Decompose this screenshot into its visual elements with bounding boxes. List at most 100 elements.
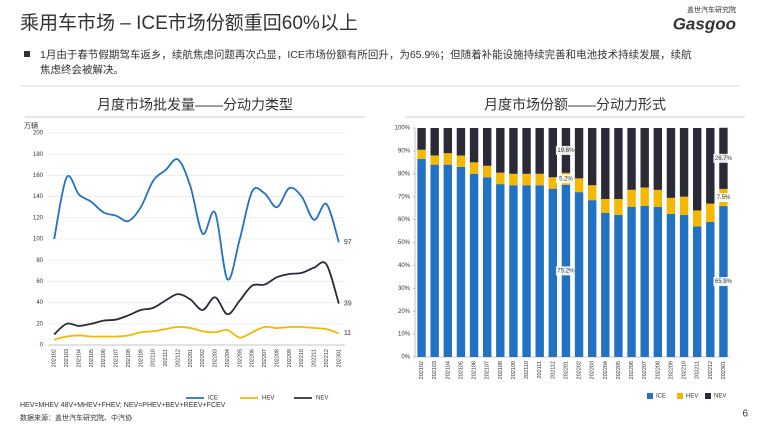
y-tick-label: 80% [398,171,411,177]
x-tick-label: 202109 [138,349,144,367]
bar-segment [601,212,610,357]
x-tick-label: 202301 [721,361,727,379]
bar-segment [535,173,544,186]
bar-segment [640,187,649,206]
label-box [713,193,734,203]
legend-label: NEV [714,394,726,400]
bar-segment [417,158,426,357]
data-label: 7.5% [717,195,731,201]
chart-title: 月度市场份额——分动力形式 [484,97,666,113]
bar-segment [653,189,663,208]
bar-segment [627,207,636,357]
bar-segment [496,184,505,357]
bar-segment [653,207,663,357]
bar-segment [417,128,426,150]
x-tick-label: 202111 [537,361,543,379]
x-tick-label: 202208 [655,361,661,379]
data-label: 5.2% [559,176,573,182]
y-tick-label: 100% [395,126,411,132]
x-tick-label: 202207 [642,361,648,379]
x-tick-label: 202111 [163,349,169,367]
bar-segment [614,128,623,199]
y-tick-label: 20% [398,309,411,315]
bar-segment [692,226,702,357]
bar-segment [640,128,649,188]
bar-segment [627,189,636,208]
legend-label: NEV [316,396,328,402]
y-tick-label: 90% [398,148,411,154]
legend-label: ICE [208,396,218,402]
bar-segment [482,177,492,357]
y-tick-label: 60 [36,279,43,285]
y-tick-label: 180 [33,152,44,158]
x-tick-label: 202103 [432,361,438,379]
x-tick-label: 202107 [485,361,491,379]
x-tick-label: 202108 [126,349,132,367]
bar-segment [666,213,676,357]
bar-segment [496,128,505,173]
x-tick-label: 202203 [213,349,219,367]
x-tick-label: 202106 [472,361,478,379]
bar-segment [666,128,676,198]
x-tick-label: 202204 [225,349,231,367]
x-tick-label: 202105 [89,349,95,367]
x-tick-label: 202107 [114,349,120,367]
source: 数据来源：盖世汽车研究院、中汽协 [20,413,132,422]
bar-segment [692,210,702,227]
legend-label: ICE [656,394,666,400]
x-tick-label: 202104 [76,349,82,367]
x-tick-label: 202103 [64,349,70,367]
x-tick-label: 202102 [52,349,58,367]
data-label: 75.2% [557,268,575,274]
x-tick-label: 202212 [708,361,714,379]
line-series [53,261,340,336]
bullet-text: 焦虑终会被解决。 [40,63,124,76]
x-tick-label: 202210 [299,349,305,367]
y-axis-label: 万辆 [24,121,38,130]
bullet-icon [24,51,30,57]
label-box [555,145,576,155]
logo-en: Gasgoo [673,14,736,33]
y-tick-label: 10% [398,332,411,338]
y-tick-label: 140 [33,194,44,200]
legend-label: HEV [686,394,698,400]
legend-swatch [647,393,653,399]
bar-segment [443,153,453,165]
bar-segment [430,155,439,165]
bar-segment [653,128,663,190]
bar-segment [548,177,558,189]
x-tick-label: 202206 [629,361,635,379]
bar-segment [535,185,544,357]
legend-label: HEV [262,396,274,402]
bar-segment [522,173,531,186]
bar-segment [601,128,610,199]
bar-segment [443,164,453,357]
x-tick-label: 202203 [590,361,596,379]
y-tick-label: 60% [398,217,411,223]
x-tick-label: 202209 [668,361,674,379]
y-tick-label: 120 [33,215,44,221]
x-tick-label: 202205 [237,349,243,367]
bar-segment [430,164,439,357]
bar-segment [509,173,518,186]
bar-segment [469,173,479,357]
bar-segment [535,128,544,174]
bar-segment [469,128,479,163]
x-tick-label: 202205 [616,361,622,379]
bar-segment [509,185,518,357]
y-tick-label: 30% [398,286,411,292]
bullet-text: 1月由于春节假期驾车返乡，续航焦虑问题再次凸显，ICE市场份额有所回升，为65.… [40,48,692,61]
x-tick-label: 202202 [200,349,206,367]
bar-segment [679,128,689,197]
x-tick-label: 202202 [577,361,583,379]
footnote: HEV=MHEV 48V+MHEV+FHEV; NEV=PHEV+BEV+REE… [20,402,226,409]
x-tick-label: 202212 [324,349,330,367]
legend-swatch [705,393,711,399]
bar-segment [574,128,584,179]
bar-segment [614,215,623,357]
x-tick-label: 202102 [419,361,425,379]
bar-segment [522,128,531,174]
x-tick-label: 202105 [458,361,464,379]
bar-segment [679,215,689,357]
